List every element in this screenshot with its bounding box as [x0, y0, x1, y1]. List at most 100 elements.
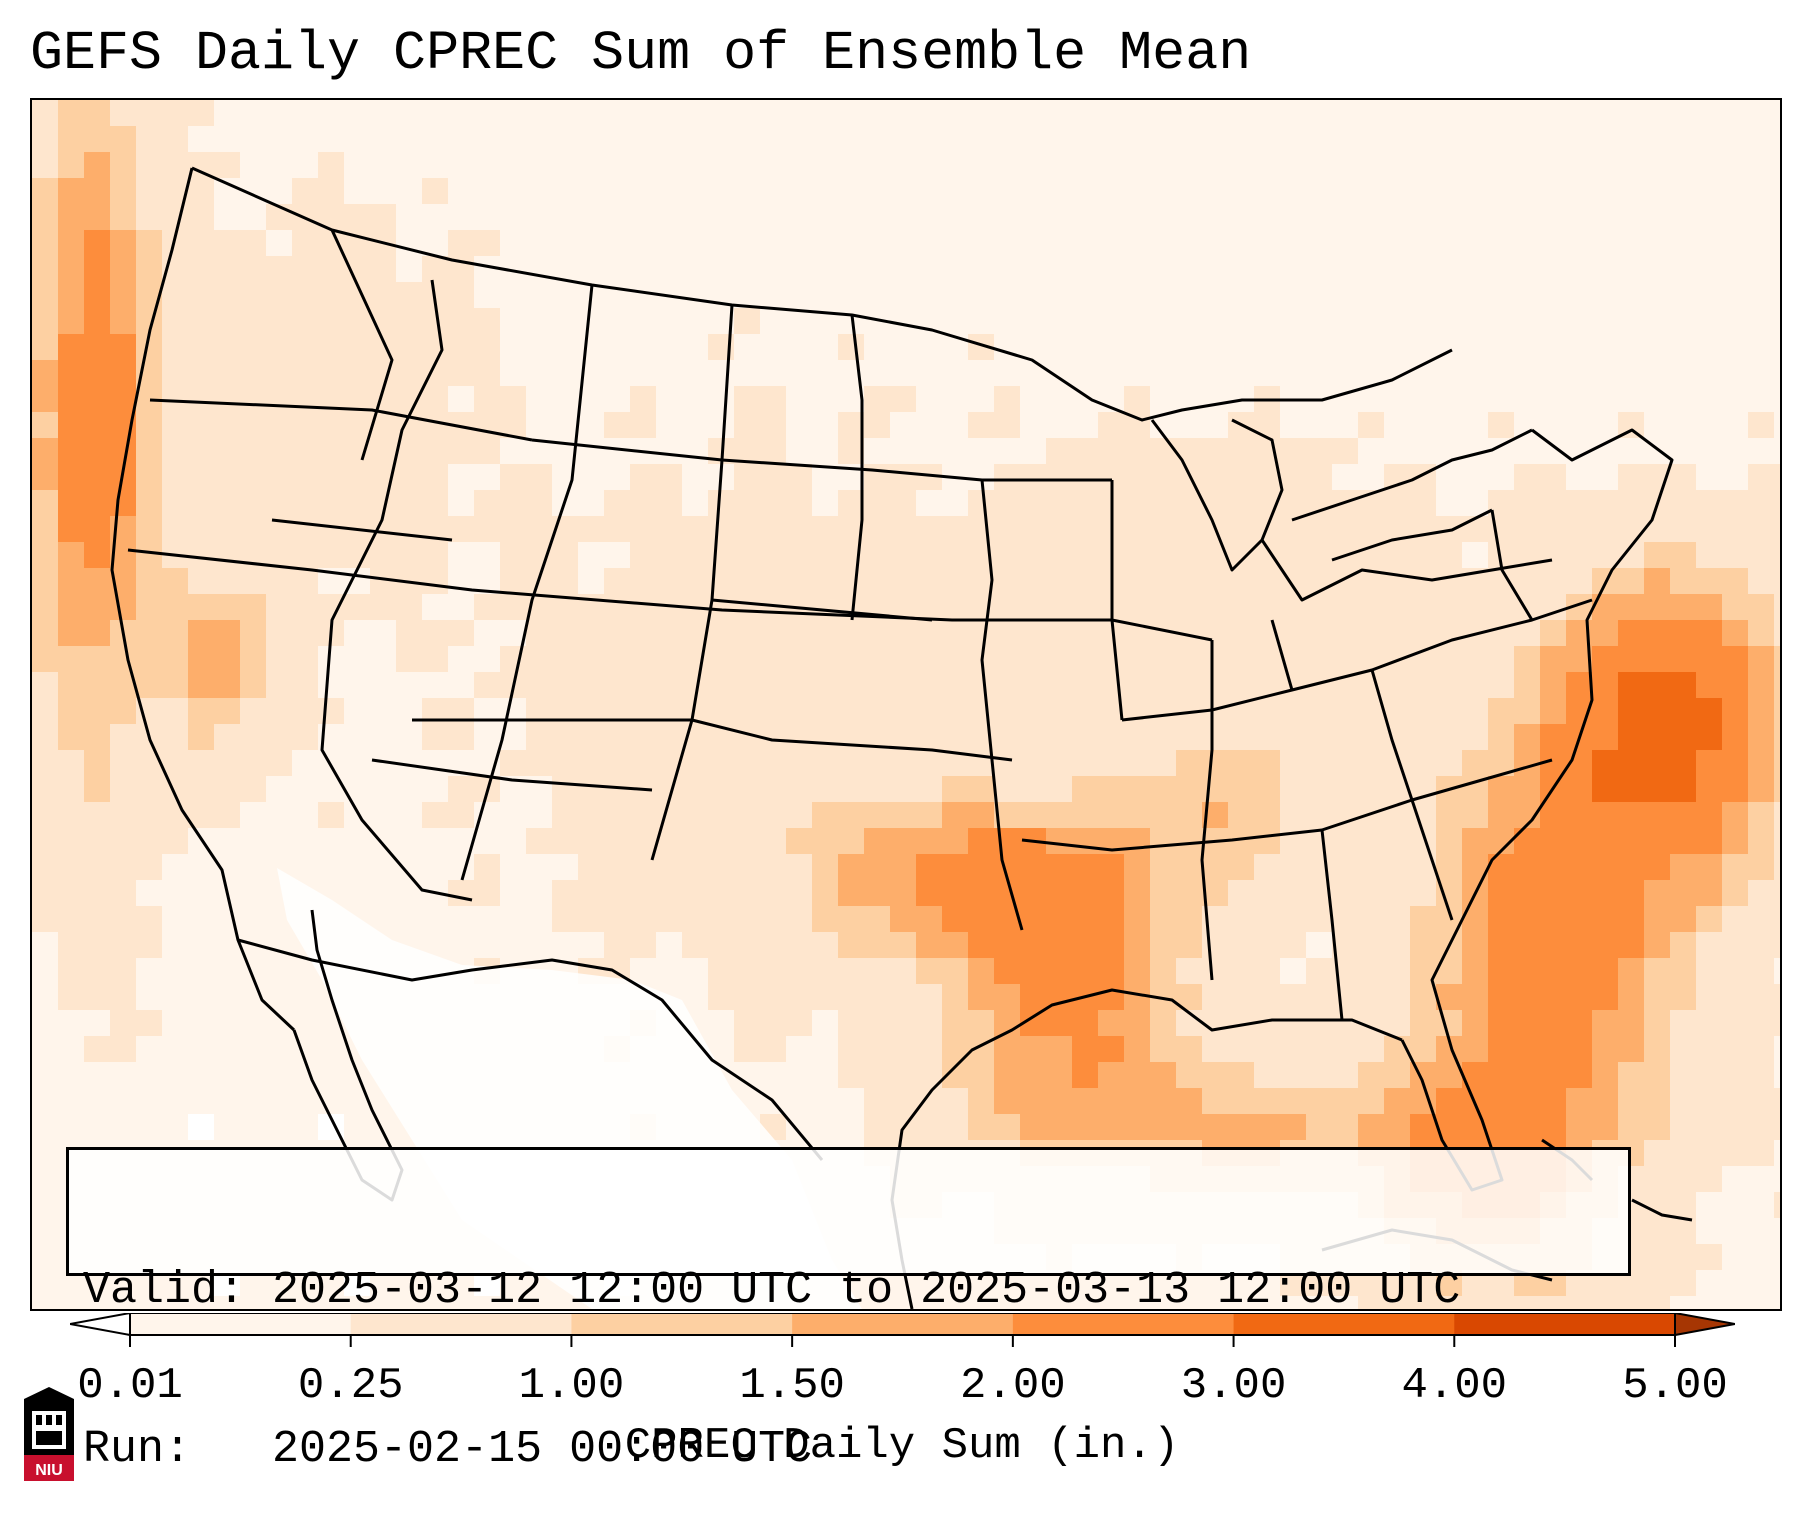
- precip-cell: [1280, 230, 1307, 257]
- precip-cell: [214, 438, 241, 465]
- precip-cell: [1124, 204, 1151, 231]
- precip-cell: [1124, 308, 1151, 335]
- precip-cell: [1358, 308, 1385, 335]
- precip-cell: [1644, 1296, 1671, 1309]
- precip-cell: [474, 490, 501, 517]
- precip-cell: [760, 152, 787, 179]
- precip-cell: [292, 490, 319, 517]
- precip-cell: [760, 984, 787, 1011]
- precip-cell: [1748, 854, 1775, 881]
- precip-cell: [214, 776, 241, 803]
- precip-cell: [84, 1010, 111, 1037]
- precip-cell: [1098, 1010, 1125, 1037]
- precip-cell: [1748, 438, 1775, 465]
- precip-cell: [1176, 932, 1203, 959]
- precip-cell: [162, 750, 189, 777]
- precip-cell: [1592, 1036, 1619, 1063]
- precip-cell: [812, 1062, 839, 1089]
- precip-cell: [1644, 256, 1671, 283]
- precip-cell: [162, 126, 189, 153]
- precip-cell: [734, 126, 761, 153]
- precip-cell: [1098, 256, 1125, 283]
- precip-cell: [1384, 1296, 1411, 1309]
- precip-cell: [1722, 308, 1749, 335]
- precip-cell: [838, 1114, 865, 1141]
- precip-cell: [942, 854, 969, 881]
- precip-cell: [1488, 1036, 1515, 1063]
- precip-cell: [1462, 360, 1489, 387]
- precip-cell: [110, 854, 137, 881]
- precip-cell: [1280, 100, 1307, 127]
- precip-cell: [1566, 204, 1593, 231]
- precip-cell: [396, 802, 423, 829]
- precip-cell: [1150, 1296, 1177, 1309]
- precip-cell: [916, 1010, 943, 1037]
- precip-cell: [292, 360, 319, 387]
- precip-cell: [1046, 932, 1073, 959]
- precip-cell: [942, 1114, 969, 1141]
- precip-cell: [1748, 672, 1775, 699]
- precip-cell: [344, 594, 371, 621]
- precip-cell: [1722, 542, 1749, 569]
- precip-cell: [292, 724, 319, 751]
- precip-cell: [942, 958, 969, 985]
- precip-cell: [1670, 1166, 1697, 1193]
- precip-cell: [1774, 412, 1780, 439]
- precip-cell: [1566, 256, 1593, 283]
- precip-cell: [1774, 932, 1780, 959]
- precip-cell: [32, 1270, 59, 1297]
- precip-cell: [448, 516, 475, 543]
- precip-cell: [1462, 698, 1489, 725]
- precip-cell: [1540, 672, 1567, 699]
- precip-cell: [864, 802, 891, 829]
- precip-cell: [1566, 386, 1593, 413]
- precip-cell: [240, 516, 267, 543]
- precip-cell: [84, 308, 111, 335]
- precip-cell: [1514, 776, 1541, 803]
- precip-cell: [838, 1062, 865, 1089]
- precip-cell: [214, 594, 241, 621]
- precip-cell: [1046, 698, 1073, 725]
- precip-cell: [1072, 828, 1099, 855]
- precip-cell: [240, 776, 267, 803]
- precip-cell: [682, 386, 709, 413]
- precip-cell: [1124, 646, 1151, 673]
- precip-cell: [136, 230, 163, 257]
- precip-cell: [1332, 152, 1359, 179]
- precip-cell: [1592, 1114, 1619, 1141]
- precip-cell: [864, 282, 891, 309]
- precip-cell: [1436, 672, 1463, 699]
- precip-cell: [474, 334, 501, 361]
- precip-cell: [292, 1114, 319, 1141]
- precip-cell: [1306, 308, 1333, 335]
- precip-cell: [1072, 1114, 1099, 1141]
- precip-cell: [1150, 542, 1177, 569]
- precip-cell: [1306, 1088, 1333, 1115]
- precip-cell: [1202, 386, 1229, 413]
- precip-cell: [1384, 698, 1411, 725]
- precip-cell: [526, 464, 553, 491]
- precip-cell: [890, 1088, 917, 1115]
- precip-cell: [552, 412, 579, 439]
- precip-cell: [266, 1036, 293, 1063]
- precip-cell: [604, 204, 631, 231]
- precip-cell: [1566, 1010, 1593, 1037]
- precip-cell: [1124, 724, 1151, 751]
- precip-cell: [1774, 724, 1780, 751]
- precip-cell: [1748, 100, 1775, 127]
- precip-cell: [1462, 490, 1489, 517]
- precip-cell: [890, 490, 917, 517]
- precip-cell: [968, 386, 995, 413]
- precip-cell: [214, 958, 241, 985]
- precip-cell: [162, 724, 189, 751]
- precip-cell: [578, 776, 605, 803]
- precip-cell: [656, 100, 683, 127]
- precip-cell: [968, 230, 995, 257]
- precip-cell: [1280, 438, 1307, 465]
- precip-cell: [1072, 438, 1099, 465]
- precip-cell: [1228, 1088, 1255, 1115]
- precip-cell: [1228, 594, 1255, 621]
- precip-cell: [1202, 724, 1229, 751]
- precip-cell: [1280, 880, 1307, 907]
- precip-cell: [994, 1062, 1021, 1089]
